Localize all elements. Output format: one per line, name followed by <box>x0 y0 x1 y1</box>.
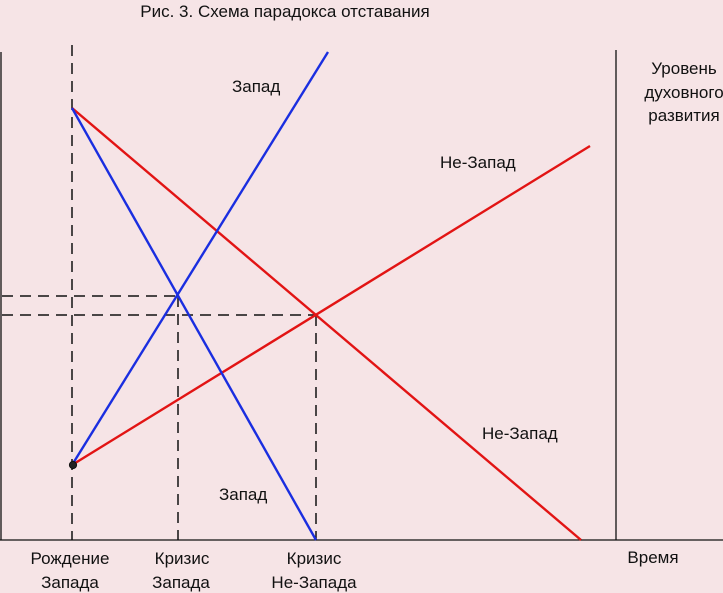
x-axis-label: Время <box>627 548 678 567</box>
milestone-crisis-west-line-2: Запада <box>152 573 210 592</box>
y-axis-label-line-2: духовного <box>644 83 723 102</box>
origin-point <box>68 460 78 470</box>
figure-caption: Рис. 3. Схема парадокса отставания <box>140 2 429 21</box>
west-falling-line <box>70 107 318 541</box>
milestone-birth-west-line-1: Рождение <box>31 549 110 568</box>
milestone-crisis-west-line-1: Кризис <box>155 549 210 568</box>
milestone-crisis-nonwest-line-1: Кризис <box>287 549 342 568</box>
y-axis-label-line-1: Уровень <box>651 59 717 78</box>
label-nonwest-rising: Не-Запад <box>440 153 516 172</box>
milestone-crisis-nonwest-line-2: Не-Запада <box>271 573 357 592</box>
y-axis-label-line-3: развития <box>648 106 720 125</box>
nonwest-falling-line <box>71 107 582 541</box>
west-rising-line <box>70 51 330 466</box>
label-west-rising: Запад <box>232 77 280 96</box>
nonwest-rising-line <box>71 144 591 467</box>
label-west-falling: Запад <box>219 485 267 504</box>
milestone-birth-west-line-2: Запада <box>41 573 99 592</box>
label-nonwest-falling: Не-Запад <box>482 424 558 443</box>
